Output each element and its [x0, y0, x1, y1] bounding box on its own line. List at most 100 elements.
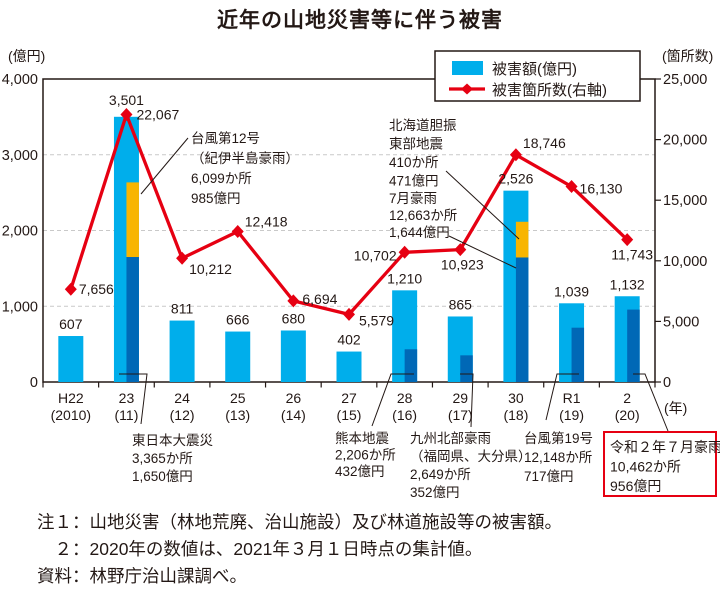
annotation-text-july-rain: 1,644億円 — [389, 225, 450, 240]
right-axis-tick-label: 25,000 — [663, 72, 707, 88]
annotation-text-reiwa2july: 10,462か所 — [610, 459, 681, 475]
annotation-text-kyushu: 2,649か所 — [410, 467, 471, 482]
bar-value-label: 1,039 — [554, 283, 589, 299]
x-category-year-label: (11) — [115, 407, 139, 423]
x-category-era-label: 27 — [341, 390, 357, 406]
annotation-leader-line — [545, 373, 579, 421]
x-category-year-label: (14) — [281, 407, 306, 423]
bar-value-label: 3,501 — [109, 92, 144, 108]
annotation-text-kyushu: （福岡県、大分県） — [410, 449, 532, 464]
annotation-text-reiwa2july: 令和２年７月豪雨 — [610, 439, 720, 455]
x-category-year-label: (15) — [337, 407, 362, 423]
footnote-1: 注１：山地災害（林地荒廃、治山施設）及び林道施設等の被害額。 — [37, 512, 562, 532]
legend: 被害額(億円) 被害箇所数(右軸) — [434, 50, 641, 102]
point-value-label: 22,067 — [136, 107, 179, 123]
legend-bar-swatch-icon — [452, 61, 483, 75]
line-point-marker — [64, 282, 77, 296]
annotation-text-july-rain: 7月豪雨 — [389, 191, 437, 206]
left-axis-tick-label: 3,000 — [2, 148, 38, 164]
annotation-text-kumamoto: 2,206か所 — [335, 448, 396, 463]
bar — [58, 336, 84, 382]
annotation-text-kumamoto: 熊本地震 — [335, 431, 389, 446]
line-point-marker — [287, 294, 300, 308]
annotation-text-kyushu: 352億円 — [410, 485, 460, 500]
annotation-text-higashinihon: 1,650億円 — [132, 469, 193, 484]
annotation-text-typhoon19: 台風第19号 — [524, 430, 593, 446]
footnote-2: ２：2020年の数値は、2021年３月１日時点の集計値。 — [37, 539, 483, 559]
legend-diamond-marker-icon — [461, 83, 473, 95]
point-value-label: 5,579 — [359, 312, 394, 328]
bar-value-label: 811 — [171, 301, 194, 317]
annotation-text-typhoon12: 6,099か所 — [191, 171, 252, 186]
point-value-label: 11,743 — [611, 247, 653, 263]
bar — [225, 331, 251, 382]
left-axis-tick-label: 0 — [30, 375, 38, 391]
legend-line-label: 被害箇所数(右軸) — [492, 82, 607, 99]
x-category-era-label: 29 — [452, 390, 468, 406]
bar — [169, 320, 195, 382]
line-point-marker — [398, 245, 411, 259]
left-axis-unit: (億円) — [8, 48, 45, 64]
bar-value-label: 865 — [449, 296, 473, 312]
x-category-era-label: H22 — [58, 390, 84, 406]
annotation-leader-line — [371, 373, 414, 427]
footnotes: 注１：山地災害（林地荒廃、治山施設）及び林道施設等の被害額。 ２：2020年の数… — [37, 509, 562, 590]
right-axis-tick-label: 15,000 — [663, 193, 707, 209]
point-value-label: 10,702 — [354, 247, 397, 263]
x-category-era-label: 23 — [119, 390, 135, 406]
annotation-text-typhoon19: 717億円 — [524, 469, 574, 484]
line-point-marker — [343, 307, 355, 321]
bar — [280, 330, 306, 382]
right-axis-tick-label: 10,000 — [663, 254, 707, 270]
bar-value-label: 680 — [282, 310, 306, 326]
bar-value-label: 1,132 — [610, 276, 645, 292]
x-category-era-label: 28 — [397, 390, 413, 406]
annotation-leader-line — [633, 373, 669, 432]
x-category-year-label: (12) — [170, 407, 195, 423]
line-point-marker — [231, 224, 244, 238]
right-axis-tick-label: 0 — [663, 375, 671, 391]
line-point-marker — [621, 233, 634, 247]
x-category-era-label: 25 — [230, 390, 246, 406]
line-point-marker — [120, 108, 133, 122]
bar-highlight-segment — [126, 182, 139, 258]
annotation-leader-line — [445, 170, 520, 240]
chart-plot-area: 0 1,000 2,000 3,000 4,000 0 5,000 10,000 15,000 2… — [2, 72, 720, 500]
x-category-era-label: 30 — [508, 390, 524, 406]
x-category-year-label: (19) — [559, 407, 584, 423]
point-value-label: 18,746 — [523, 135, 566, 151]
bar-value-label: 607 — [59, 316, 83, 332]
x-category-year-label: (13) — [225, 407, 250, 423]
right-axis-unit: (箇所数) — [662, 48, 713, 64]
annotation-text-hokkaido: 東部地震 — [389, 137, 443, 152]
legend-bar-label: 被害額(億円) — [492, 61, 577, 78]
line-point-marker — [565, 180, 578, 194]
x-category-year-label: (17) — [448, 407, 473, 423]
bar-value-label: 666 — [226, 312, 250, 328]
annotation-leader-line — [460, 373, 474, 428]
right-axis-tick-label: 5,000 — [663, 314, 699, 330]
point-value-label: 6,694 — [302, 291, 337, 307]
point-value-label: 10,923 — [441, 257, 484, 273]
annotation-highlight-box — [603, 431, 717, 497]
annotation-text-typhoon12: （紀伊半島豪雨） — [191, 151, 299, 166]
footnote-source: 資料：林野庁治山課調べ。 — [37, 566, 247, 586]
left-axis-tick-label: 2,000 — [2, 224, 38, 240]
annotation-text-hokkaido: 410か所 — [389, 155, 439, 170]
point-value-label: 10,212 — [189, 261, 232, 277]
annotation-text-reiwa2july: 956億円 — [610, 478, 661, 494]
annotation-text-hokkaido: 471億円 — [389, 174, 439, 189]
bar-highlight-segment — [460, 355, 473, 382]
x-category-year-label: (20) — [615, 407, 640, 423]
annotation-text-july-rain: 12,663か所 — [389, 208, 457, 223]
bar-highlight-segment — [515, 221, 529, 258]
page-title: 近年の山地災害等に伴う被害 — [217, 9, 503, 32]
point-value-label: 7,656 — [79, 281, 114, 297]
line-point-marker — [176, 251, 189, 265]
line-point-marker — [454, 243, 467, 257]
annotation-text-higashinihon: 東日本大震災 — [132, 433, 213, 448]
x-category-era-label: 26 — [286, 390, 302, 406]
annotation-text-hokkaido: 北海道胆振 — [389, 118, 457, 133]
bar-line-chart: 0 1,000 2,000 3,000 4,000 0 5,000 10,000 15,000 2… — [2, 48, 720, 500]
